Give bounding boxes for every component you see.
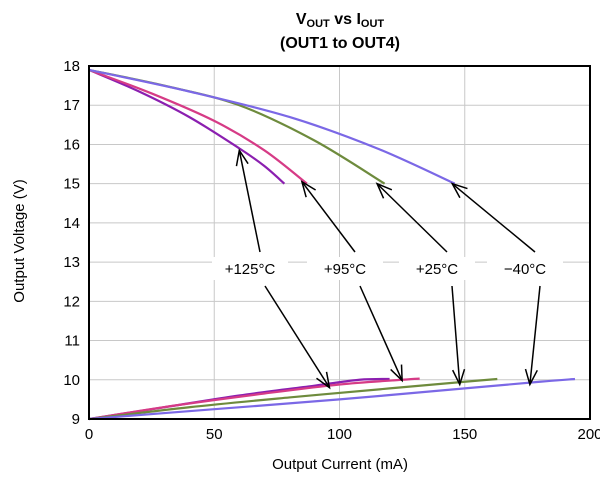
grid: [89, 66, 590, 419]
annotation-bg: [399, 257, 475, 280]
y-tick-label: 15: [63, 176, 80, 193]
annotation-arrow-down-3-head: [524, 368, 538, 387]
annotation-bg: [487, 257, 563, 280]
y-tick-label: 12: [63, 293, 80, 310]
annotation-label: +125°C: [225, 261, 276, 278]
annotation-arrow-down-1-head: [390, 364, 403, 383]
plot-frame: [88, 65, 591, 420]
chart-title-line1: VOUT vs IOUT: [296, 11, 385, 30]
annotation-bg: [307, 257, 383, 280]
annotation-arrow-up-3: [451, 183, 536, 253]
annotation-label: +95°C: [324, 261, 366, 278]
annotation-arrow-up-3-head: [450, 182, 468, 199]
series-group: [88, 68, 576, 421]
y-tick-label: 13: [63, 254, 80, 271]
annotation-arrow-up-1: [301, 181, 356, 253]
y-tick-label: 9: [72, 411, 80, 428]
annotation-arrow-up-2: [376, 183, 448, 253]
axis-ticks: 0 50 100 150 200 9 10 11 12 13 14 15 16 17 18: [63, 58, 600, 443]
annotation-arrow-down-2-head: [451, 368, 466, 387]
annotation-arrow-down-0: [264, 285, 331, 389]
y-tick-label: 14: [63, 215, 80, 232]
y-tick-label: 16: [63, 136, 80, 153]
x-tick-label: 50: [206, 426, 223, 443]
x-tick-label: 100: [327, 426, 352, 443]
annotation-arrow-up-2-head: [375, 182, 393, 199]
y-tick-label: 10: [63, 372, 80, 389]
series-line-upper-1: [88, 68, 308, 185]
series-line-lower-3: [88, 377, 576, 421]
y-tick-label: 17: [63, 97, 80, 114]
series-line-lower-2: [88, 377, 498, 421]
x-tick-label: 0: [85, 426, 93, 443]
annotation-arrow-down-3: [529, 285, 541, 385]
x-axis-label: Output Current (mA): [272, 456, 408, 473]
series-line-upper-0: [88, 68, 286, 185]
y-axis-label: Output Voltage (V): [11, 179, 28, 302]
annotation-arrow-down-0-head: [316, 371, 331, 390]
annotation-arrow-up-0: [238, 150, 261, 253]
annotation-arrow-down-2: [451, 285, 461, 385]
x-tick-label: 200: [577, 426, 600, 443]
chart-title-line2: (OUT1 to OUT4): [280, 35, 400, 52]
annotation-arrow-up-0-head: [235, 148, 249, 167]
y-tick-label: 18: [63, 58, 80, 75]
annotation-label: +25°C: [416, 261, 458, 278]
y-tick-label: 11: [64, 333, 80, 350]
annotation-arrow-down-1: [359, 285, 403, 381]
x-tick-label: 150: [452, 426, 477, 443]
series-line-upper-3: [88, 68, 456, 185]
annotation-bg: [212, 257, 288, 280]
annotation-arrow-up-1-head: [300, 180, 317, 198]
annotation-group: +125°C +95°C +25°C −40°C: [212, 148, 563, 390]
annotation-label: −40°C: [504, 261, 546, 278]
